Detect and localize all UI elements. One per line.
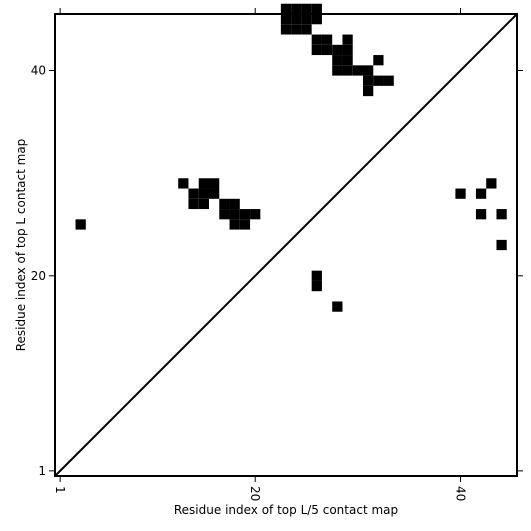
contact-cell	[219, 209, 230, 220]
x-tick-label: 40	[454, 486, 468, 501]
contact-cell	[332, 55, 343, 66]
contact-cell	[75, 219, 86, 230]
contact-cell	[342, 34, 353, 45]
plot-frame	[54, 13, 518, 477]
contact-cell	[301, 3, 312, 14]
contact-cells	[75, 3, 507, 312]
diagonal-line	[54, 13, 518, 477]
y-axis-label: Residue index of top L contact map	[14, 139, 28, 352]
contact-cell	[209, 178, 220, 189]
contact-cell	[198, 188, 209, 199]
contact-cell	[455, 188, 466, 199]
contact-cell	[301, 14, 312, 25]
x-tick-label: 1	[53, 486, 67, 494]
contact-cell	[352, 65, 363, 76]
y-tick-label: 1	[38, 464, 46, 478]
axis-ticks: 1 20 40 1 20 40	[31, 8, 523, 501]
contact-cell	[291, 14, 302, 25]
contact-cell	[198, 198, 209, 210]
contact-cell	[496, 239, 507, 251]
contact-cell	[363, 75, 374, 86]
contact-cell	[332, 44, 343, 56]
contact-cell	[280, 14, 292, 25]
contact-cell	[332, 301, 343, 312]
contact-cell	[373, 75, 384, 86]
y-tick-label: 40	[31, 63, 46, 77]
contact-cell	[321, 34, 333, 45]
y-tick-label: 20	[31, 269, 46, 283]
contact-cell	[311, 14, 322, 25]
contact-cell	[188, 198, 199, 210]
contact-cell	[280, 24, 292, 35]
contact-cell	[188, 188, 199, 199]
contact-cell	[229, 209, 240, 220]
contact-cell	[239, 219, 251, 230]
contact-cell	[301, 24, 312, 35]
contact-cell	[342, 65, 353, 76]
contact-cell	[332, 65, 343, 76]
contact-cell	[373, 55, 384, 66]
contact-cell	[291, 24, 302, 35]
contact-cell	[363, 85, 374, 97]
contact-cell	[311, 3, 322, 14]
contact-cell	[363, 65, 374, 76]
contact-cell	[209, 188, 220, 199]
contact-cell	[475, 209, 487, 220]
contact-cell	[291, 3, 302, 14]
contact-cell	[239, 209, 251, 220]
x-axis-label: Residue index of top L/5 contact map	[174, 503, 398, 517]
contact-cell	[311, 34, 322, 45]
contact-cell	[311, 280, 322, 292]
contact-cell	[280, 3, 292, 14]
contact-cell	[311, 44, 322, 56]
contact-cell	[342, 55, 353, 66]
contact-cell	[178, 178, 189, 189]
contact-cell	[229, 219, 240, 230]
contact-cell	[475, 188, 487, 199]
contact-cell	[342, 44, 353, 56]
contact-cell	[250, 209, 261, 220]
contact-cell	[198, 178, 209, 189]
contact-cell	[311, 270, 322, 281]
x-tick-label: 20	[248, 486, 262, 501]
contact-cell	[383, 75, 394, 86]
contact-cell	[219, 198, 230, 210]
contact-cell	[321, 44, 333, 56]
contact-cell	[486, 178, 497, 189]
contact-cell	[496, 209, 507, 220]
contact-cell	[229, 198, 240, 210]
